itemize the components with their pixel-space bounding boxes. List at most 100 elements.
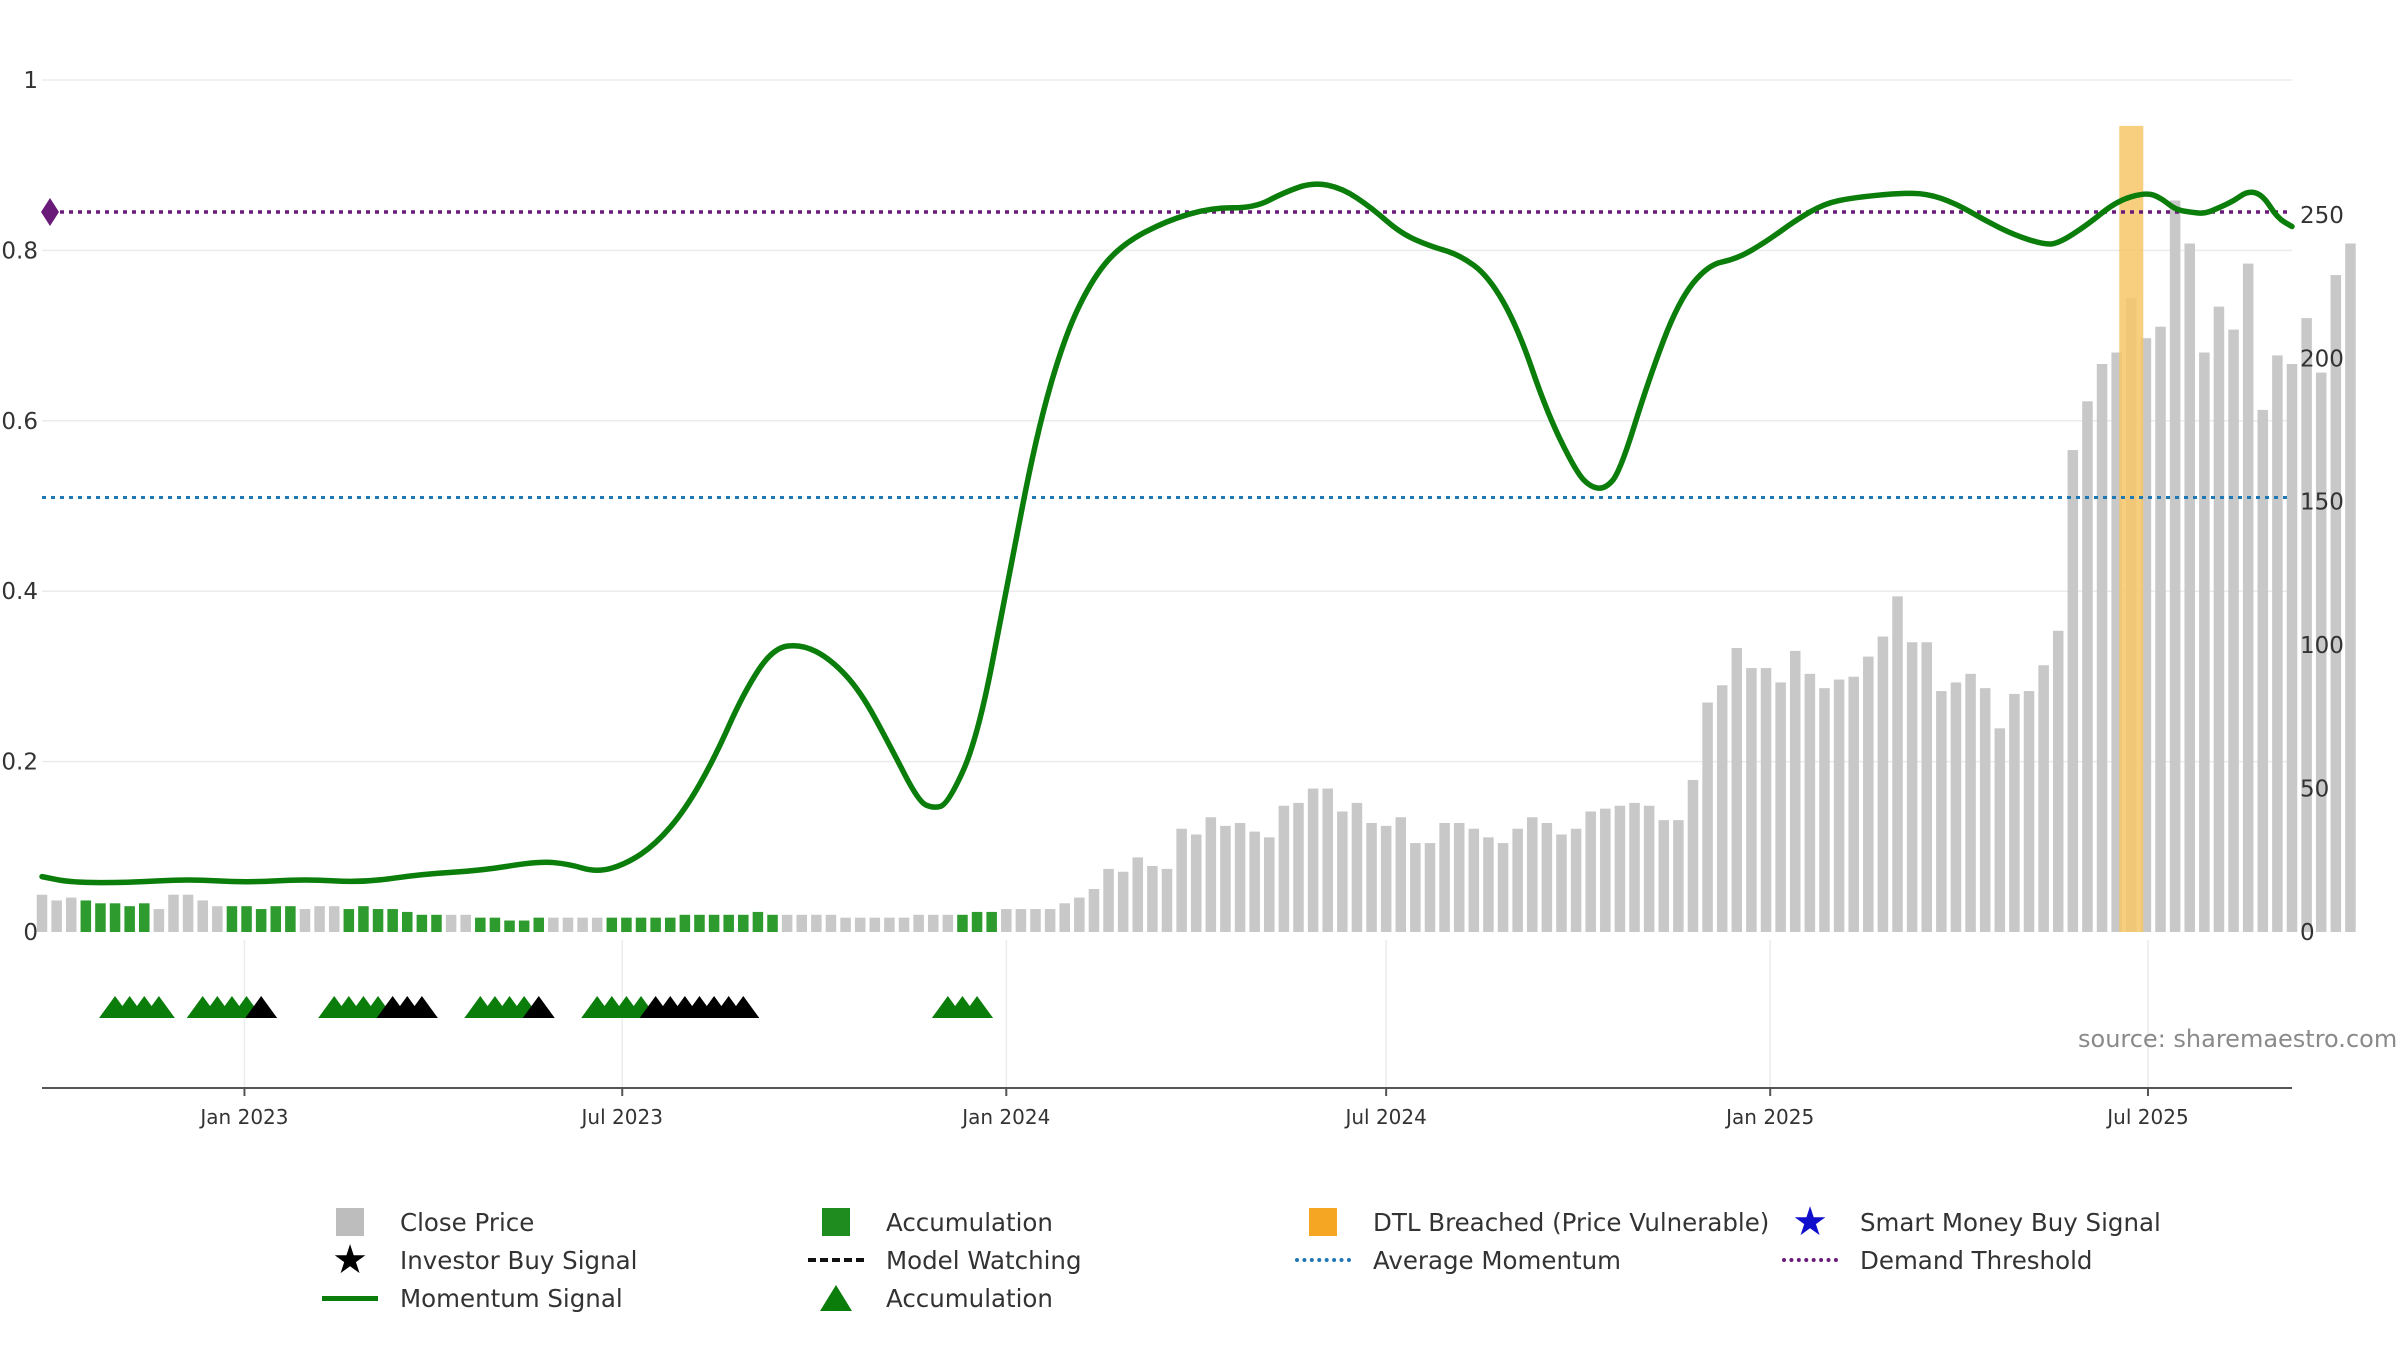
price-bar [1936,691,1947,932]
price-bar [328,906,340,932]
price-bar [1059,903,1070,932]
price-bar [825,914,837,932]
price-bar [1658,820,1670,932]
price-bar [1132,857,1144,932]
accumulation-bar [723,914,734,932]
price-bar [562,917,574,932]
price-bar [1380,825,1392,932]
price-bar [1877,636,1889,932]
price-bar [1234,822,1246,932]
left-tick-label: 1 [23,68,38,94]
price-bar [913,914,924,932]
dtl-breached-bar [2119,125,2144,932]
accumulation-bar [621,917,632,932]
price-bar [2155,326,2166,933]
accumulation-bar [606,917,618,932]
price-bar [1570,828,1582,932]
price-bar [1410,843,1421,932]
price-bar [2169,200,2181,932]
price-bar [1994,728,2006,932]
price-bar [182,894,194,932]
price-bar [1512,828,1523,932]
accumulation-bar [255,909,267,932]
accumulation-bar [402,911,413,932]
accumulation-bar [489,917,501,932]
price-bar [65,897,77,932]
accumulation-bar [475,917,486,932]
price-bar [1629,802,1640,932]
price-bar [2330,275,2342,933]
price-bar [1044,909,1056,932]
price-bar [1527,817,1538,932]
momentum-line [39,181,2295,886]
investor-signal-marker [405,996,438,1018]
price-bar [1366,822,1377,932]
price-bar [2345,243,2356,933]
accumulation-bar [109,903,121,932]
accumulation-bar [694,914,705,932]
price-bar [1789,650,1801,932]
price-bar [2140,338,2152,932]
price-bar [2199,352,2210,932]
accumulation-bar [270,906,282,932]
accumulation-bar [95,903,106,932]
price-bar [1848,676,1859,932]
accumulation-signal-marker [961,996,994,1018]
price-bar [168,894,179,932]
price-bar [840,917,851,932]
price-bar [1278,805,1290,932]
price-bar [51,900,62,932]
price-bar [1643,805,1655,932]
price-bar [2286,364,2298,932]
price-bar [1673,820,1684,932]
price-bar [1731,648,1743,932]
price-bar [1424,843,1436,932]
price-bar [2023,691,2035,932]
source-credit: source: sharemaestro.com [2078,1025,2398,1053]
investor-signal-marker [245,996,278,1018]
accumulation-signal-marker [142,996,175,1018]
price-bar [299,909,311,932]
accumulation-bar [971,911,983,932]
momentum-line-group [39,181,2295,886]
threshold-lines [42,210,2292,499]
price-bar [1439,822,1450,932]
accumulation-bar [518,920,530,932]
price-bar [591,917,603,932]
accumulation-bar [285,906,296,932]
accumulation-bar [533,917,545,932]
price-bar [1483,837,1494,932]
gridlines [42,79,2292,1088]
price-bar [2272,355,2283,933]
price-bar [445,914,457,932]
price-bar [1804,673,1816,932]
price-bar [1015,909,1027,932]
right-tick-label: 200 [2300,346,2344,372]
accumulation-bar [738,914,749,932]
price-bar [1161,868,1173,932]
price-bar [1906,642,1918,932]
price-bar [1205,817,1217,932]
right-tick-label: 150 [2300,490,2344,516]
investor-signal-marker [522,996,555,1018]
price-bar [460,914,471,932]
price-bar [1497,843,1509,932]
x-axis-ticks: Jan 2023 Jul 2023 Jan 2024 Jul 2024 Jan 2025… [198,1088,2189,1129]
left-tick-label: 0.8 [1,238,38,264]
price-bar [2213,306,2225,933]
price-bar [2096,364,2108,932]
price-bar [1103,868,1114,932]
price-bar [1600,808,1611,932]
price-bar [811,914,822,932]
signal-markers [41,198,994,1018]
price-bar [2242,263,2254,932]
price-bar [1147,866,1158,932]
accumulation-bar [124,906,135,932]
price-bar [212,906,223,932]
price-bar [2184,243,2195,933]
price-bar [1030,909,1041,932]
price-bar [796,914,807,932]
price-bar [2257,409,2269,932]
price-bar [2009,693,2020,932]
